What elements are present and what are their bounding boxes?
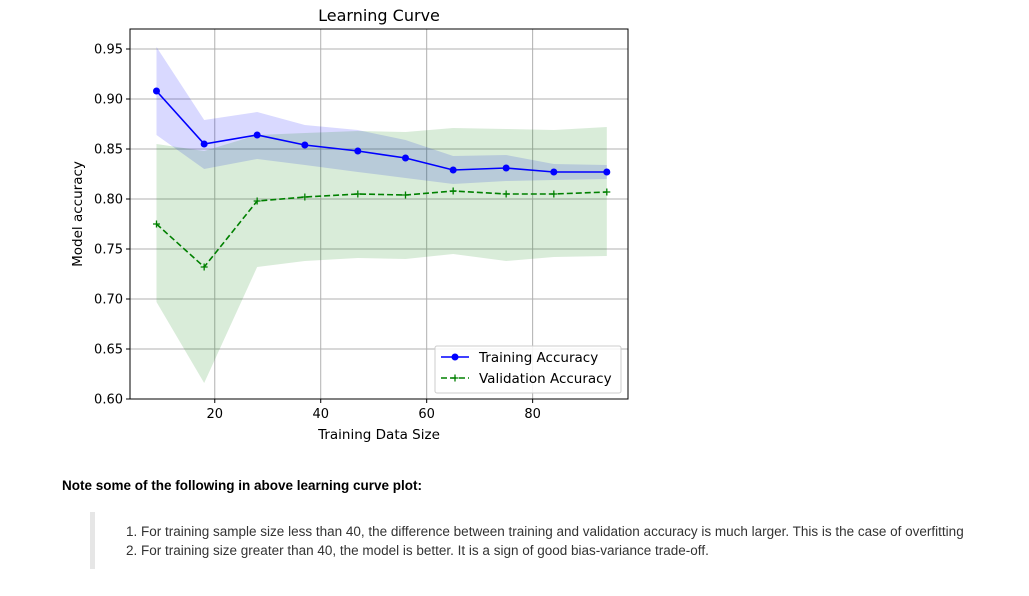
training-point xyxy=(253,131,261,139)
x-tick-label: 20 xyxy=(206,407,223,422)
validation-point xyxy=(152,220,160,228)
legend-box xyxy=(434,345,622,394)
y-tick-label: 0.80 xyxy=(94,193,123,208)
y-tick-label: 0.65 xyxy=(94,343,123,358)
x-axis-label: Training Data Size xyxy=(317,427,440,443)
series-line-training xyxy=(155,90,607,173)
legend-label-validation: Validation Accuracy xyxy=(479,371,612,387)
validation-point xyxy=(550,190,558,198)
validation-point xyxy=(449,187,457,195)
validation-point xyxy=(301,193,309,201)
notes-blockquote: 1. For training sample size less than 40… xyxy=(90,512,1020,569)
validation-point xyxy=(603,188,611,196)
training-point xyxy=(401,154,409,162)
x-tick-label: 60 xyxy=(418,407,435,422)
y-tick-label: 0.70 xyxy=(94,293,123,308)
notes-heading: Note some of the following in above lear… xyxy=(62,478,423,493)
learning-curve-chart: 20 40 60 80 0.60 0.65 0.70 0.75 0.80 0.85 0.90 0.95… xyxy=(70,6,629,443)
y-tick-label: 0.85 xyxy=(94,143,123,158)
confidence-band-training xyxy=(156,47,607,184)
x-tick-label: 80 xyxy=(524,407,541,422)
axis-ticks: 20 40 60 80 0.60 0.65 0.70 0.75 0.80 0.85 0.90 0.95 xyxy=(94,43,541,423)
y-tick-label: 0.90 xyxy=(94,93,123,108)
notes-list: 1. For training sample size less than 40… xyxy=(126,522,964,560)
plot-frame xyxy=(129,28,629,400)
training-point xyxy=(550,168,558,176)
training-point xyxy=(603,168,611,176)
legend: Training Accuracy Validation Accuracy xyxy=(434,345,622,394)
legend-marker-training xyxy=(451,353,459,361)
note-item: 2. For training size greater than 40, th… xyxy=(126,543,709,558)
y-tick-label: 0.95 xyxy=(94,43,123,58)
training-point xyxy=(354,147,362,155)
training-point xyxy=(502,164,510,172)
training-point xyxy=(200,140,208,148)
validation-point xyxy=(200,263,208,271)
validation-point xyxy=(253,197,261,205)
training-point xyxy=(449,166,457,174)
validation-point xyxy=(502,190,510,198)
confidence-bands xyxy=(156,47,607,383)
y-tick-label: 0.75 xyxy=(94,243,123,258)
validation-point xyxy=(354,190,362,198)
series-line-validation xyxy=(155,190,607,269)
note-item: 1. For training sample size less than 40… xyxy=(126,524,964,539)
training-point xyxy=(301,141,309,149)
series-lines xyxy=(155,90,607,269)
legend-marker-validation xyxy=(451,374,459,382)
y-axis-label: Model accuracy xyxy=(70,161,86,267)
y-tick-label: 0.60 xyxy=(94,393,123,408)
chart-title: Learning Curve xyxy=(318,6,440,25)
validation-point xyxy=(401,191,409,199)
x-tick-label: 40 xyxy=(312,407,329,422)
legend-label-training: Training Accuracy xyxy=(478,350,598,366)
training-point xyxy=(152,87,160,95)
confidence-band-validation xyxy=(156,127,607,383)
series-markers xyxy=(152,87,611,271)
